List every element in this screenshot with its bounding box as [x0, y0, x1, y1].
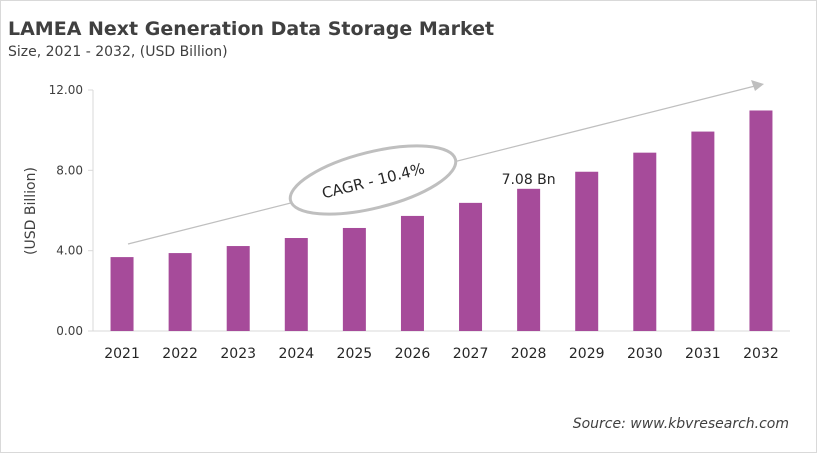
bar-2022 — [168, 253, 192, 331]
x-tick-label: 2023 — [220, 346, 256, 362]
source-note: Source: www.kbvresearch.com — [572, 416, 789, 432]
bar-2026 — [400, 215, 424, 331]
bar-2032 — [749, 110, 773, 331]
chart-subtitle: Size, 2021 - 2032, (USD Billion) — [8, 44, 228, 60]
bar-2028 — [517, 188, 541, 331]
y-tick-label: 8.00 — [56, 163, 83, 177]
bar-2027 — [459, 202, 483, 331]
bar-2024 — [284, 238, 308, 331]
x-tick-label: 2030 — [627, 346, 663, 362]
bar-2023 — [226, 246, 250, 331]
y-axis-label: (USD Billion) — [23, 167, 39, 255]
x-tick-label: 2024 — [278, 346, 314, 362]
bar-2025 — [342, 227, 366, 331]
x-tick-label: 2026 — [395, 346, 431, 362]
bar-2021 — [110, 257, 134, 331]
y-tick-label: 0.00 — [56, 324, 83, 338]
x-tick-label: 2022 — [162, 346, 198, 362]
y-tick-label: 4.00 — [56, 244, 83, 258]
x-tick-label: 2031 — [685, 346, 721, 362]
chart-title: LAMEA Next Generation Data Storage Marke… — [8, 18, 495, 40]
trend-arrowhead-icon — [751, 80, 764, 91]
x-tick-label: 2029 — [569, 346, 605, 362]
cagr-ellipse — [288, 144, 458, 216]
x-tick-label: 2021 — [104, 346, 140, 362]
bar-2029 — [575, 171, 599, 331]
x-tick-label: 2032 — [743, 346, 779, 362]
bar-2030 — [633, 152, 657, 331]
x-tick-label: 2025 — [337, 346, 373, 362]
x-tick-label: 2027 — [453, 346, 489, 362]
bar-2031 — [691, 131, 715, 331]
y-tick-label: 12.00 — [49, 83, 83, 97]
data-label: 7.08 Bn — [502, 172, 556, 188]
x-tick-label: 2028 — [511, 346, 547, 362]
